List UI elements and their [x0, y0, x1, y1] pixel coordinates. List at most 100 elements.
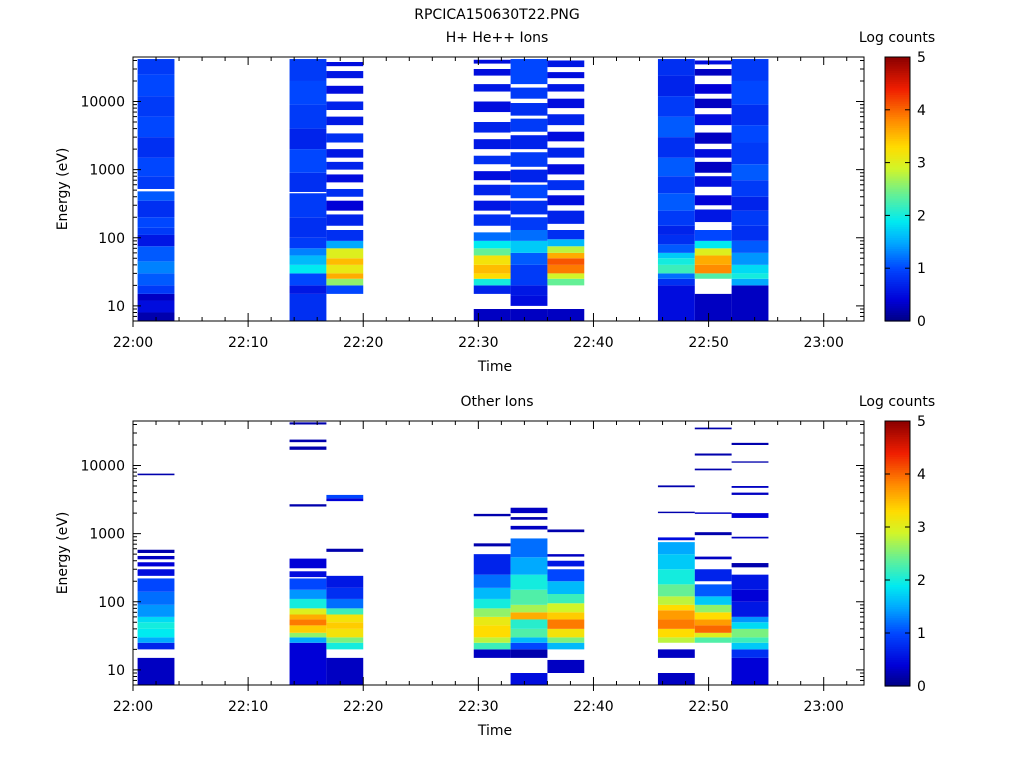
colorbar-swatch [885, 429, 910, 433]
heatmap-cell [137, 261, 175, 274]
heatmap-cell [694, 114, 732, 126]
colorbar-swatch [885, 222, 910, 225]
heatmap-cell [694, 264, 732, 274]
colorbar-swatch [885, 630, 910, 634]
heatmap-cell [694, 612, 732, 620]
heatmap-cell [326, 628, 364, 638]
colorbar-swatch [885, 63, 910, 67]
colorbar-swatch [885, 191, 910, 194]
heatmap-cell [473, 616, 511, 626]
colorbar-swatch [885, 189, 910, 192]
heatmap-cell [137, 555, 175, 560]
x-tick-label: 22:50 [688, 699, 728, 715]
spectrum-column [657, 485, 695, 685]
colorbar-swatch [885, 520, 910, 524]
heatmap-cell [326, 657, 364, 685]
colorbar-swatch [885, 268, 910, 271]
heatmap-cell [289, 637, 327, 643]
colorbar-swatch [885, 120, 910, 124]
heatmap-cell [326, 498, 364, 502]
heatmap-cell [694, 69, 732, 76]
heatmap-cell [326, 133, 364, 143]
colorbar-swatch [885, 440, 910, 444]
heatmap-cell [731, 196, 769, 211]
colorbar-swatch [885, 81, 910, 84]
colorbar-swatch [885, 314, 910, 318]
colorbar-tick-label: 4 [917, 103, 926, 119]
heatmap-cell [137, 591, 175, 605]
heatmap-cell [510, 295, 548, 306]
colorbar-tick-label: 5 [917, 50, 926, 66]
colorbar-swatch [885, 65, 910, 69]
colorbar-swatch [885, 57, 910, 60]
heatmap-cell [547, 529, 585, 533]
heatmap-cell [657, 610, 695, 620]
colorbar-swatch [885, 555, 910, 559]
colorbar-swatch [885, 219, 910, 223]
heatmap-cell [547, 131, 585, 142]
colorbar-swatch [885, 672, 910, 676]
heatmap-cell [137, 246, 175, 262]
colorbar-tick-label: 3 [917, 520, 926, 536]
heatmap-cell [731, 164, 769, 181]
colorbar-swatch [885, 312, 910, 315]
colorbar-swatch [885, 469, 910, 473]
colorbar-swatch [885, 646, 910, 650]
heatmap-cell [510, 230, 548, 241]
spectrum-column [473, 59, 511, 321]
colorbar-swatch [885, 432, 910, 435]
heatmap-cell [473, 649, 511, 658]
heatmap-cell [510, 642, 548, 650]
colorbar-swatch [885, 529, 910, 533]
heatmap-cell [473, 543, 511, 547]
heatmap-cell [510, 87, 548, 99]
heatmap-cell [731, 642, 769, 650]
colorbar-swatch [885, 677, 910, 680]
colorbar-swatch [885, 301, 910, 304]
panel-title: H+ He++ Ions [446, 30, 549, 46]
heatmap-cell [137, 300, 175, 313]
colorbar-swatch [885, 101, 910, 104]
colorbar-swatch [885, 575, 910, 579]
heatmap-cell [289, 589, 327, 599]
colorbar-swatch [885, 511, 910, 515]
x-tick-label: 22:10 [228, 335, 268, 351]
heatmap-cell [473, 69, 511, 76]
heatmap-cell [657, 264, 695, 274]
colorbar-swatch [885, 202, 910, 205]
colorbar-swatch [885, 560, 910, 563]
heatmap-cell [326, 230, 364, 241]
colorbar-swatch [885, 635, 910, 639]
x-tick-label: 22:20 [343, 699, 383, 715]
heatmap-cell [547, 278, 585, 286]
colorbar-swatch [885, 434, 910, 438]
heatmap-cell [473, 278, 511, 286]
heatmap-cell [289, 293, 327, 321]
colorbar-swatch [885, 449, 910, 453]
colorbar-swatch [885, 173, 910, 177]
heatmap-cell [326, 598, 364, 609]
colorbar-swatch [885, 109, 910, 113]
heatmap-cell [473, 264, 511, 274]
colorbar-swatch [885, 527, 910, 530]
heatmap-cell [731, 80, 769, 105]
heatmap-cell [137, 657, 175, 685]
heatmap-cell [510, 135, 548, 150]
colorbar-swatch [885, 68, 910, 71]
heatmap-cell [510, 103, 548, 116]
heatmap-cell [731, 622, 769, 629]
x-tick-label: 23:00 [804, 699, 844, 715]
colorbar-tick-label: 4 [917, 467, 926, 483]
colorbar-swatch [885, 619, 910, 623]
heatmap-cell [289, 439, 327, 443]
colorbar-swatch [885, 252, 910, 256]
heatmap-cell [326, 614, 364, 623]
heatmap-cell [289, 504, 327, 507]
spectrum-column [547, 60, 585, 321]
heatmap-cell [694, 195, 732, 206]
heatmap-cell [289, 128, 327, 150]
heatmap-cell [289, 614, 327, 620]
colorbar-swatch [885, 562, 910, 566]
heatmap-cell [657, 628, 695, 638]
colorbar-label: Log counts [859, 394, 935, 410]
